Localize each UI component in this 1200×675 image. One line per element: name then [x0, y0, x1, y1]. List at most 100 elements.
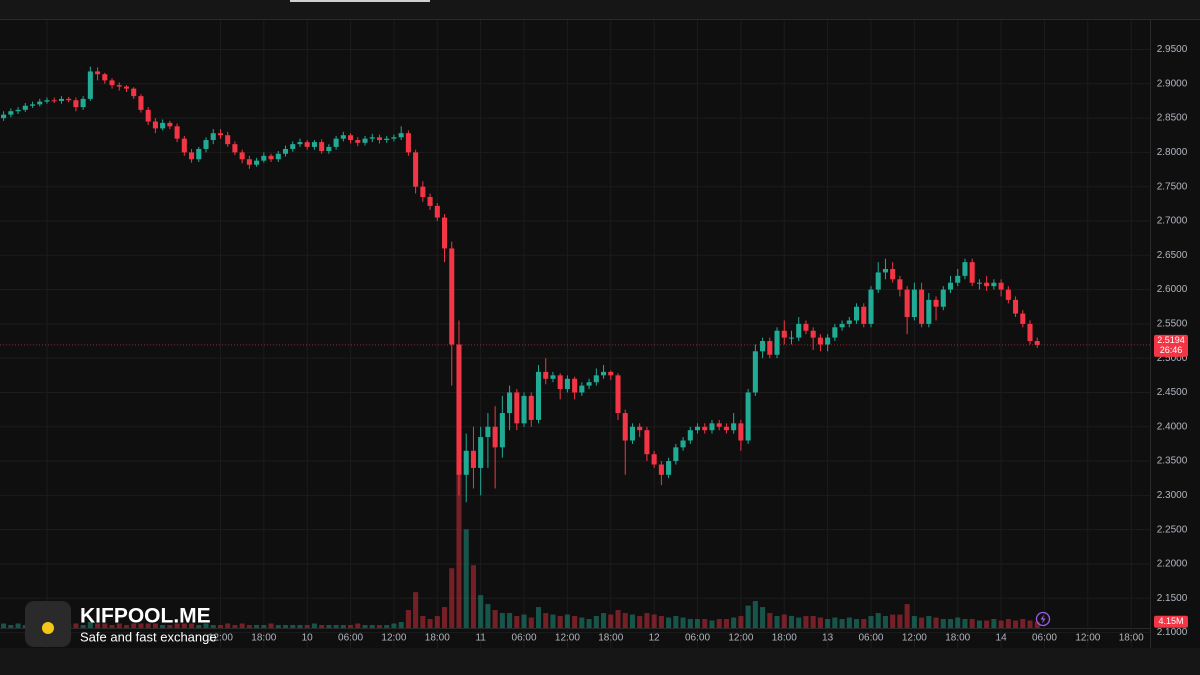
x-tick-label: 12 — [649, 633, 661, 644]
volume-label: 4.15M — [1158, 616, 1183, 626]
alert-bolt[interactable] — [1040, 614, 1046, 624]
last-price-label: 2.5194 — [1157, 335, 1185, 345]
volume-bar — [716, 619, 722, 628]
candle-body — [22, 105, 28, 110]
y-tick-label: 2.2500 — [1157, 524, 1188, 535]
volume-bar — [861, 619, 867, 628]
volume-bar — [434, 616, 440, 628]
volume-bar — [376, 625, 383, 628]
alert-circle[interactable] — [1035, 611, 1051, 627]
candle-body — [919, 289, 925, 324]
candle-body — [882, 269, 888, 273]
volume-bar — [1020, 619, 1026, 628]
volume-bar — [984, 620, 990, 628]
bottom-bar — [0, 648, 1200, 675]
volume-bar — [297, 625, 303, 628]
volume-bar — [87, 622, 93, 628]
volume-bar — [702, 619, 708, 628]
candle-body — [384, 138, 390, 141]
volume-bar — [369, 625, 375, 628]
watermark: KIFPOOL.ME Safe and fast exchange — [25, 601, 217, 647]
volume-bar — [398, 622, 404, 628]
y-tick-label: 2.1000 — [1157, 627, 1188, 638]
y-tick-label: 2.5500 — [1157, 319, 1188, 330]
candle-body — [369, 137, 375, 139]
volume-bar — [651, 614, 657, 628]
volume-bar — [854, 619, 860, 628]
candle-body — [304, 142, 310, 147]
last-price-badge — [1154, 334, 1188, 357]
volume-bar — [723, 619, 729, 628]
y-tick-label: 2.4500 — [1157, 387, 1188, 398]
volume-bar — [138, 623, 144, 628]
x-tick-label: 13 — [822, 633, 834, 644]
candle-body — [788, 337, 795, 339]
candle-body — [760, 341, 766, 352]
volume-bar — [622, 613, 628, 628]
candle-body — [189, 152, 195, 160]
candle-body — [1005, 289, 1011, 300]
candle-body — [66, 98, 72, 101]
candle-body — [557, 375, 563, 390]
volume-bar — [839, 619, 845, 628]
volume-bar — [687, 619, 693, 628]
candle-body — [543, 371, 549, 379]
volume-bar — [174, 623, 180, 628]
candle-body — [478, 437, 484, 468]
x-tick-label: 18:00 — [598, 633, 623, 644]
volume-bar — [564, 614, 570, 628]
candle-body — [160, 122, 166, 129]
x-tick-label: 12:00 — [902, 633, 927, 644]
x-tick-label: 12:00 — [728, 633, 753, 644]
volume-bar — [615, 610, 621, 628]
candle-body — [673, 447, 679, 462]
volume-bar — [947, 619, 954, 628]
candle-body — [499, 413, 505, 448]
volume-bar — [282, 625, 289, 628]
candle-body — [723, 426, 729, 431]
volume-bar — [492, 610, 498, 628]
candles — [0, 66, 1150, 503]
candle-body — [1013, 299, 1019, 314]
candle-body — [702, 426, 708, 431]
candle-body — [868, 289, 874, 324]
volume-bar — [897, 614, 903, 628]
volume-bar — [528, 617, 534, 628]
volume-bar — [926, 616, 932, 628]
candle-body — [463, 450, 469, 475]
volume-bar — [550, 614, 556, 628]
candle-body — [87, 71, 93, 99]
volume-bar — [601, 613, 607, 628]
alert-icon[interactable] — [1035, 611, 1051, 627]
volume-bar — [203, 623, 209, 628]
volume-bar — [304, 625, 310, 628]
candle-body — [803, 323, 809, 331]
volume-bar — [290, 625, 296, 628]
candle-body — [174, 126, 180, 139]
candle-body — [37, 101, 43, 105]
candle-body — [95, 71, 101, 75]
volume-bar — [637, 616, 643, 628]
volume-bar — [962, 619, 968, 628]
volume-bar — [832, 617, 838, 628]
candle-body — [239, 152, 245, 160]
volume-bar — [991, 619, 997, 628]
volume-bar — [362, 625, 368, 628]
candle-body — [687, 430, 693, 441]
volume-bar — [485, 604, 491, 628]
volume-bar — [405, 610, 411, 628]
candle-body — [622, 413, 628, 441]
volume-bar — [217, 625, 223, 628]
candle-body — [492, 426, 498, 448]
volume-bar — [774, 616, 780, 628]
volume-bar — [514, 616, 520, 628]
volume-bar — [145, 623, 151, 628]
volume-bar — [420, 616, 426, 628]
candle-body — [225, 135, 231, 145]
candle-body — [449, 248, 455, 345]
candle-body — [846, 320, 852, 324]
volume-bar — [803, 616, 809, 628]
candle-body — [586, 382, 592, 386]
candle-body — [405, 133, 411, 153]
candle-body — [897, 279, 903, 290]
